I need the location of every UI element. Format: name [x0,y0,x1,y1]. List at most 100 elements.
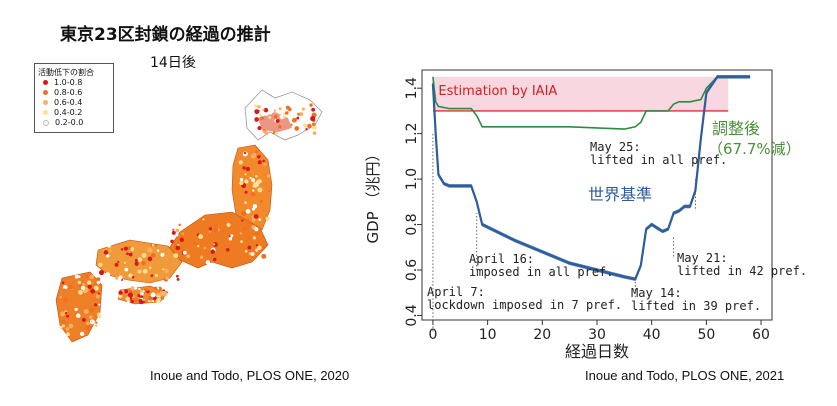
map-speckle [123,246,128,251]
map-speckle [134,286,138,290]
map-speckle [296,106,300,109]
series-line-adjusted [432,76,751,130]
map-speckle [129,297,133,300]
map-speckle [176,278,180,281]
kyushu-region [55,271,103,343]
map-speckle [98,262,103,267]
map-speckle [88,315,93,319]
map-speckle [278,107,282,111]
map-speckle [245,208,251,214]
map-speckle [86,321,90,326]
map-speckle [97,314,102,319]
map-speckle [63,284,68,290]
map-speckle [198,234,204,239]
map-citation: Inoue and Todo, PLOS ONE, 2020 [150,368,350,383]
map-speckle [63,288,66,291]
map-speckle [312,129,315,132]
map-speckles [59,103,317,337]
map-speckle [258,114,262,117]
map-speckle [294,126,300,131]
map-speckle [214,223,218,228]
map-speckle [309,103,313,107]
map-speckle [250,191,255,197]
map-speckle [223,244,227,247]
map-speckle [148,266,152,270]
map-speckle [151,299,155,303]
map-speckle [65,327,70,331]
series-label-adjusted-pct: （67.7%減） [708,140,801,158]
map-speckle [268,116,272,120]
japan-map-shape [55,89,323,343]
series-group [431,74,751,281]
legend-swatch [43,100,48,105]
map-speckle [255,244,259,247]
map-speckle [203,247,206,250]
map-speckle [83,309,89,314]
map-speckle [94,282,97,286]
map-speckle [89,274,94,280]
map-speckle [117,293,123,299]
series-label-adjusted: 調整後 [712,119,760,138]
map-speckle [138,287,141,291]
map-speckle [299,112,304,116]
map-speckle [131,275,135,279]
map-speckle [87,284,92,289]
map-speckle [181,232,184,235]
x-tick-label: 50 [697,327,715,343]
map-speckle [86,280,92,285]
map-speckle [253,214,259,219]
map-title: 東京23区封鎖の経過の推計 [60,25,271,45]
map-speckle [150,292,156,298]
legend-swatch [43,80,48,85]
map-speckle [96,277,101,282]
map-speckle [261,245,265,249]
x-tick-label: 10 [479,327,497,343]
map-speckle [250,153,256,159]
map-speckle [282,115,287,119]
map-speckle [151,243,155,247]
map-speckle [106,254,110,258]
annotations: April 7:lockdown imposed in 7 pref. April… [427,140,807,313]
map-speckle [260,116,264,121]
map-speckle [75,313,81,318]
map-speckle [128,252,133,257]
map-speckle [244,249,248,253]
axis-ticks: 0 10 20 30 40 50 60 0.4 0.6 0.8 1.0 1.2 1.4 [404,77,770,343]
map-speckle [78,275,81,278]
map-speckle [255,175,258,178]
map-speckle [126,252,129,256]
x-tick-label: 0 [428,327,437,343]
map-speckle [221,229,225,233]
map-speckle [59,295,63,299]
map-speckle [213,243,216,246]
map-speckle [95,321,98,324]
legend-swatch [43,110,48,115]
map-speckle [79,331,85,337]
map-speckle [257,105,261,109]
map-speckle [98,303,101,306]
map-speckle [257,160,262,165]
map-speckle [265,216,271,222]
map-speckle [307,123,312,129]
map-speckle [262,159,265,163]
map-speckle [258,218,262,221]
annotation-guides [432,133,696,332]
map-speckle [114,262,119,267]
y-axis-label: GDP （兆円） [364,147,382,244]
map-speckle [252,203,258,209]
map-speckle [252,189,255,192]
map-speckle [86,325,90,328]
map-speckle [251,217,256,222]
map-speckle [283,112,286,115]
map-speckle [257,245,262,250]
map-speckle [244,179,249,184]
map-speckle [134,258,139,263]
map-speckle [228,236,233,241]
map-speckle [162,268,165,271]
map-speckle [260,199,263,203]
legend-item: 1.0-0.8 [43,78,82,87]
map-speckle [161,297,164,300]
map-speckle [134,261,139,266]
